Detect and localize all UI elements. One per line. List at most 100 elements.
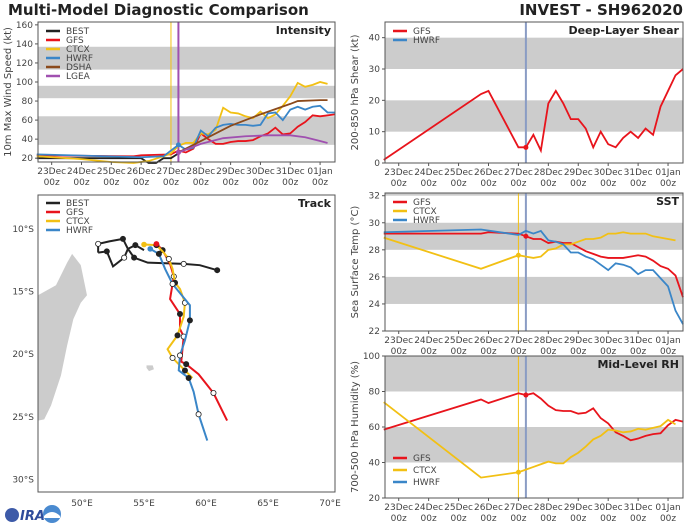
x-tick-label: 27Dec <box>157 167 186 177</box>
legend-label-ctcx: CTCX <box>66 217 90 227</box>
track-point-best <box>131 254 138 261</box>
y-tick-label: 32 <box>369 192 380 202</box>
y-axis-label: 200-850 hPa Shear (kt) <box>350 34 361 150</box>
track-point-hwrf <box>195 411 202 418</box>
x-tick-label: 00z <box>660 179 676 189</box>
shaded-band <box>385 356 683 392</box>
x-tick-label: 00z <box>570 514 586 524</box>
legend-label-hwrf: HWRF <box>413 36 440 46</box>
marker-ctcx <box>515 469 521 475</box>
x-tick-label: 23Dec <box>37 167 66 177</box>
track-point-best <box>214 267 221 274</box>
x-tick-label: 00z <box>510 347 526 357</box>
shaded-band <box>385 222 683 250</box>
x-tick-label: 00z <box>391 179 407 189</box>
x-tick-label: 60°E <box>195 499 217 509</box>
track-line-hwrf <box>149 248 209 441</box>
x-tick-label: 29Dec <box>564 336 593 346</box>
y-tick-label: 20 <box>369 494 381 504</box>
y-tick-label: 15°S <box>12 287 34 297</box>
legend-label-hwrf: HWRF <box>66 54 93 64</box>
x-tick-label: 00z <box>223 178 239 188</box>
x-tick-label: 55°E <box>133 499 155 509</box>
track-point-ctcx <box>174 332 181 339</box>
main-title: Multi-Model Diagnostic Comparison <box>8 1 309 19</box>
y-tick-label: 100 <box>363 352 380 362</box>
track-point-best <box>121 254 128 261</box>
y-tick-label: 20 <box>369 96 381 106</box>
x-tick-label: 29Dec <box>216 167 245 177</box>
x-tick-label: 00z <box>450 514 466 524</box>
legend-label-gfs: GFS <box>413 454 431 464</box>
storm-id-title: INVEST - SH962020 <box>519 1 683 19</box>
shaded-band <box>38 85 335 99</box>
y-tick-label: 10 <box>369 128 381 138</box>
track-point-best <box>119 235 126 242</box>
plot-frame <box>37 194 336 493</box>
plot-frame <box>384 355 684 499</box>
cira-logo: IRA <box>5 505 61 524</box>
shaded-band <box>385 276 683 304</box>
x-tick-label: 00z <box>570 347 586 357</box>
x-tick-label: 28Dec <box>534 503 563 513</box>
x-tick-label: 26Dec <box>474 503 503 513</box>
x-tick-label: 31Dec <box>624 168 653 178</box>
marker-hwrf <box>175 142 181 148</box>
shaded-band <box>385 427 683 463</box>
x-tick-label: 31Dec <box>276 167 305 177</box>
track-start-hwrf <box>147 246 154 252</box>
marker-lgea <box>175 149 181 155</box>
legend-label-gfs: GFS <box>66 36 84 46</box>
legend-label-best: BEST <box>66 27 90 37</box>
x-tick-label: 26Dec <box>474 168 503 178</box>
x-tick-label: 31Dec <box>624 336 653 346</box>
x-tick-label: 00z <box>391 347 407 357</box>
x-tick-label: 30Dec <box>246 167 275 177</box>
x-tick-label: 00z <box>600 347 616 357</box>
intensity-panel: 23Dec00z24Dec00z25Dec00z26Dec00z27Dec00z… <box>3 21 336 188</box>
x-tick-label: 00z <box>630 514 646 524</box>
y-tick-label: 60 <box>22 116 34 126</box>
track-point-best <box>95 240 102 247</box>
x-tick-label: 00z <box>44 178 60 188</box>
x-tick-label: 00z <box>570 179 586 189</box>
x-tick-label: 00z <box>312 178 328 188</box>
track-point-best <box>132 242 139 249</box>
series-line-best <box>36 152 179 164</box>
x-tick-label: 24Dec <box>414 336 443 346</box>
x-tick-label: 00z <box>103 178 119 188</box>
x-tick-label: 24Dec <box>67 167 96 177</box>
y-tick-label: 22 <box>369 327 380 337</box>
series-line-dsha <box>178 99 328 154</box>
x-tick-label: 24Dec <box>414 168 443 178</box>
marker-gfs <box>523 144 529 150</box>
x-tick-label: 00z <box>421 514 437 524</box>
track-point-ctcx <box>169 354 176 361</box>
x-tick-label: 00z <box>540 347 556 357</box>
legend-label-lgea: LGEA <box>66 72 91 82</box>
island-reunion <box>146 365 154 372</box>
legend-label-ctcx: CTCX <box>413 466 437 476</box>
plot-frame <box>384 21 684 164</box>
x-tick-label: 00z <box>282 178 298 188</box>
x-tick-label: 00z <box>450 347 466 357</box>
x-tick-label: 00z <box>540 179 556 189</box>
x-tick-label: 00z <box>510 514 526 524</box>
track-start-gfs <box>153 241 160 247</box>
shear-panel: 23Dec00z24Dec00z25Dec00z26Dec00z27Dec00z… <box>350 21 684 189</box>
legend-label-gfs: GFS <box>66 208 84 218</box>
x-tick-label: 01Jan <box>655 336 680 346</box>
legend-label-ctcx: CTCX <box>413 207 437 217</box>
track-point-hwrf <box>185 374 192 381</box>
series-line-ctcx <box>36 81 328 164</box>
x-tick-label: 00z <box>163 178 179 188</box>
plot-area <box>38 195 335 492</box>
y-axis-label: 10m Max Wind Speed (kt) <box>3 27 14 157</box>
series-line-ctcx <box>383 401 676 479</box>
y-tick-label: 10°S <box>12 225 34 235</box>
y-axis-label: 700-500 hPa Humidity (%) <box>350 361 361 493</box>
panels: 23Dec00z24Dec00z25Dec00z26Dec00z27Dec00z… <box>3 21 684 524</box>
shaded-band <box>38 46 335 70</box>
x-tick-label: 00z <box>480 514 496 524</box>
